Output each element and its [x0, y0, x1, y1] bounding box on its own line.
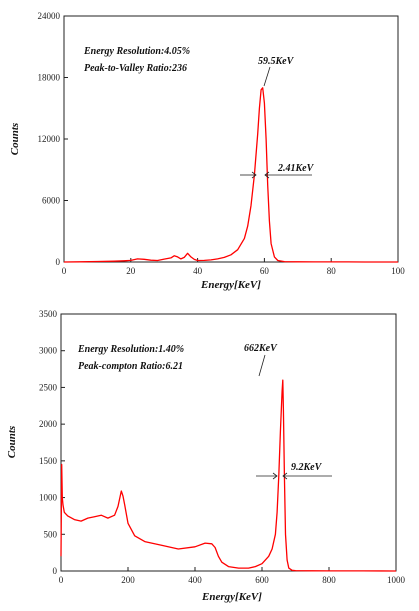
y-tick-label: 2500 [39, 382, 58, 392]
y-tick-label: 1500 [39, 456, 58, 466]
energy-resolution-text: Energy Resolution:1.40% [77, 344, 184, 355]
x-tick-label: 200 [121, 575, 135, 585]
fwhm-arrows [240, 171, 312, 179]
y-tick-label: 24000 [38, 11, 61, 21]
y-tick-label: 1000 [39, 493, 58, 503]
x-tick-labels: 0 20 40 60 80 100 [62, 266, 406, 276]
y-tick-labels: 0 500 1000 1500 2000 2500 3000 3500 [39, 309, 58, 576]
y-tick-label: 0 [56, 257, 61, 267]
energy-resolution-text: Energy Resolution:4.05% [83, 46, 190, 57]
chart-energy-spectrum-am241: 0 20 40 60 80 100 0 6000 12000 18000 24000 Energy… [9, 11, 405, 291]
y-tick-label: 18000 [38, 73, 61, 83]
x-tick-label: 40 [193, 266, 203, 276]
fwhm-label: 2.41KeV [277, 163, 315, 174]
x-tick-label: 800 [322, 575, 336, 585]
y-tick-label: 6000 [42, 196, 61, 206]
fwhm-label: 9.2KeV [291, 462, 323, 473]
x-axis-title: Energy[KeV] [201, 591, 262, 603]
peak-to-valley-text: Peak-to-Valley Ratio:236 [84, 63, 187, 74]
x-tick-labels: 0 200 400 600 800 1000 [59, 575, 406, 585]
y-tick-label: 2000 [39, 419, 58, 429]
fwhm-arrows [256, 472, 332, 480]
x-tick-label: 1000 [387, 575, 406, 585]
x-tick-label: 100 [391, 266, 405, 276]
y-tick-labels: 0 6000 12000 18000 24000 [38, 11, 61, 267]
y-tick-label: 3000 [39, 346, 58, 356]
peak-compton-text: Peak-compton Ratio:6.21 [78, 361, 183, 372]
y-axis-title: Counts [9, 123, 21, 155]
y-axis-title: Counts [6, 426, 18, 458]
x-axis-title: Energy[KeV] [200, 279, 261, 291]
peak-energy-label: 59.5KeV [258, 56, 295, 67]
x-tick-label: 60 [260, 266, 270, 276]
x-tick-label: 20 [126, 266, 136, 276]
x-tick-label: 80 [327, 266, 337, 276]
x-tick-label: 0 [62, 266, 67, 276]
x-tick-label: 600 [255, 575, 269, 585]
chart-energy-spectrum-cs137: 0 200 400 600 800 1000 0 500 1000 1500 2000 2500 30… [6, 309, 406, 603]
plot-frame [60, 313, 397, 572]
y-tick-label: 500 [44, 529, 58, 539]
y-tick-label: 12000 [38, 134, 61, 144]
y-tick-label: 0 [53, 566, 58, 576]
peak-pointer [258, 354, 266, 377]
peak-pointer [263, 66, 271, 87]
peak-energy-label: 662KeV [244, 343, 278, 354]
series-line [63, 87, 398, 263]
y-tick-label: 3500 [39, 309, 58, 319]
x-tick-label: 400 [188, 575, 202, 585]
series-line [60, 379, 397, 572]
x-tick-label: 0 [59, 575, 64, 585]
